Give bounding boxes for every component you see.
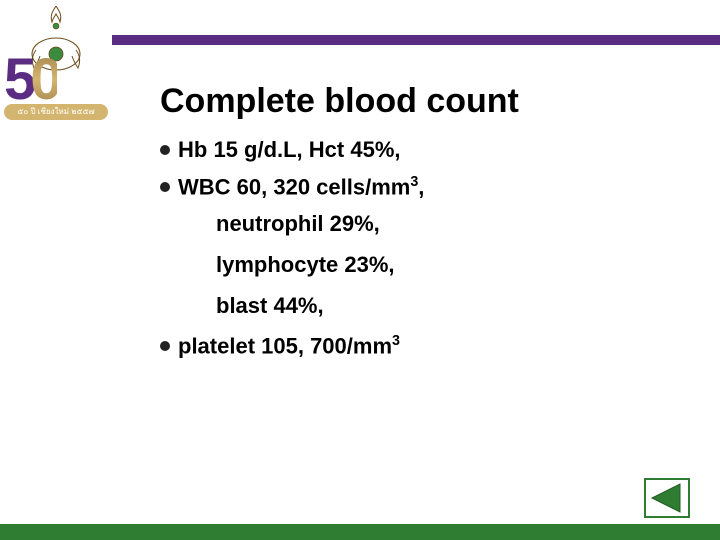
bullet-subline: lymphocyte 23%, <box>216 250 680 281</box>
slide-content: Hb 15 g/d.L, Hct 45%, WBC 60, 320 cells/m… <box>160 135 680 368</box>
bullet-item: platelet 105, 700/mm3 <box>160 331 680 362</box>
bullet-dot-icon <box>160 145 170 155</box>
bullet-dot-icon <box>160 182 170 192</box>
logo-number: 50 <box>4 46 57 113</box>
bullet-item: Hb 15 g/d.L, Hct 45%, <box>160 135 680 166</box>
bottom-accent-bar <box>0 524 720 540</box>
logo-digit-1: 5 <box>4 47 30 112</box>
bullet-text: Hb 15 g/d.L, Hct 45%, <box>178 135 401 166</box>
bullet-text: WBC 60, 320 cells/mm3, <box>178 172 424 203</box>
bullet-dot-icon <box>160 341 170 351</box>
flame-icon <box>46 6 66 32</box>
bullet-item: WBC 60, 320 cells/mm3, <box>160 172 680 203</box>
prev-button[interactable] <box>644 478 690 518</box>
bullet-subline: neutrophil 29%, <box>216 209 680 240</box>
logo-banner: ๕๐ ปี เชียงใหม่ ๒๕๕๗ <box>4 104 108 120</box>
bullet-subline: blast 44%, <box>216 291 680 322</box>
anniversary-logo: 50 ๕๐ ปี เชียงใหม่ ๒๕๕๗ <box>6 6 106 116</box>
logo-banner-text: ๕๐ ปี เชียงใหม่ ๒๕๕๗ <box>17 107 94 116</box>
triangle-left-icon <box>644 478 690 518</box>
bullet-text: platelet 105, 700/mm3 <box>178 331 400 362</box>
slide-title: Complete blood count <box>160 82 519 121</box>
logo-digit-2: 0 <box>30 47 56 112</box>
top-accent-bar <box>112 35 720 45</box>
